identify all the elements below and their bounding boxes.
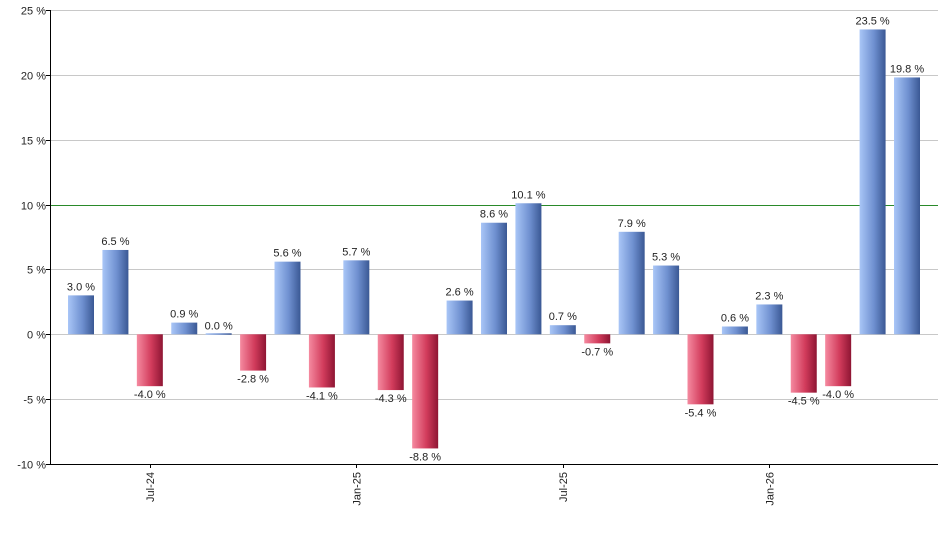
y-tick-label: -10 % bbox=[17, 460, 46, 472]
data-label: -4.0 % bbox=[822, 389, 854, 401]
bar bbox=[240, 334, 267, 371]
data-label: 7.9 % bbox=[618, 218, 646, 230]
data-label: 23.5 % bbox=[855, 15, 889, 27]
data-label: 0.9 % bbox=[170, 309, 198, 321]
x-tick-label: Jan-25 bbox=[351, 472, 363, 506]
y-tick-label: 20 % bbox=[21, 71, 46, 83]
x-tick-label: Jul-24 bbox=[145, 472, 157, 502]
data-label: 6.5 % bbox=[101, 236, 129, 248]
x-axis: Jul-24 Jan-25 Jul-25 Jan-26 bbox=[50, 464, 938, 506]
bar bbox=[825, 334, 852, 387]
bar bbox=[308, 334, 335, 388]
bar bbox=[274, 261, 301, 335]
bar bbox=[687, 334, 714, 405]
y-tick-label: 25 % bbox=[21, 6, 46, 18]
data-label: -4.3 % bbox=[375, 393, 407, 405]
data-label: 0.7 % bbox=[549, 311, 577, 323]
data-label: 19.8 % bbox=[890, 63, 924, 75]
bar bbox=[790, 334, 817, 393]
data-label: 0.6 % bbox=[721, 313, 749, 325]
y-tick-label: 0 % bbox=[27, 330, 46, 342]
bar bbox=[859, 29, 886, 335]
data-labels: 3.0 % 6.5 % -4.0 % 0.9 % 0.0 % -2.8 % 5.6 % -4.… bbox=[67, 15, 924, 463]
data-label: -0.7 % bbox=[581, 346, 613, 358]
data-label: -5.4 % bbox=[685, 407, 717, 419]
bar bbox=[481, 222, 507, 335]
bar bbox=[136, 334, 163, 387]
data-label: -4.0 % bbox=[134, 389, 166, 401]
bar bbox=[102, 249, 129, 335]
data-label: 0.0 % bbox=[205, 320, 233, 332]
bar bbox=[171, 322, 198, 335]
bar bbox=[343, 260, 370, 335]
bar bbox=[377, 334, 404, 391]
bar bbox=[515, 203, 542, 335]
bar bbox=[549, 325, 576, 335]
y-tick-label: -5 % bbox=[23, 395, 46, 407]
y-tick-label: 15 % bbox=[21, 136, 46, 148]
bar bbox=[756, 304, 783, 335]
data-label: 5.3 % bbox=[652, 252, 680, 264]
bar bbox=[721, 326, 748, 335]
bar bbox=[412, 334, 439, 449]
x-tick-label: Jul-25 bbox=[558, 472, 570, 502]
data-label: 10.1 % bbox=[511, 189, 545, 201]
data-label: 3.0 % bbox=[67, 281, 95, 293]
data-label: -4.5 % bbox=[788, 396, 820, 408]
data-label: 2.3 % bbox=[755, 290, 783, 302]
data-label: 8.6 % bbox=[480, 209, 508, 221]
data-label: -2.8 % bbox=[237, 374, 269, 386]
data-label: 2.6 % bbox=[446, 287, 474, 299]
bar bbox=[618, 231, 645, 335]
bar bbox=[894, 77, 920, 335]
data-label: -4.1 % bbox=[306, 390, 338, 402]
bar bbox=[653, 265, 680, 335]
data-label: 5.6 % bbox=[273, 248, 301, 260]
data-label: -8.8 % bbox=[409, 451, 441, 463]
x-tick-label: Jan-26 bbox=[764, 472, 776, 506]
data-label: 5.7 % bbox=[342, 246, 370, 258]
bar bbox=[68, 295, 94, 335]
y-tick-label: 10 % bbox=[21, 201, 46, 213]
bar bbox=[205, 333, 232, 335]
y-axis: 25 % 20 % 15 % 10 % 5 % 0 % -5 % -10 % bbox=[17, 6, 51, 472]
y-tick-label: 5 % bbox=[27, 265, 46, 277]
bars bbox=[68, 29, 920, 449]
bar bbox=[584, 334, 611, 344]
bar bbox=[446, 300, 473, 335]
